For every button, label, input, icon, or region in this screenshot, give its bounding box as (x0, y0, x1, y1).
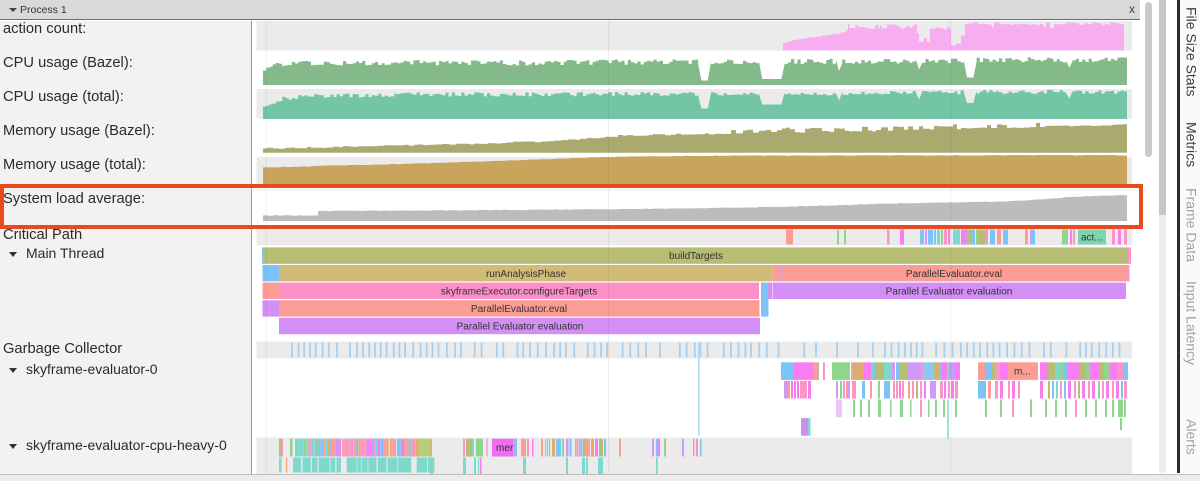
svg-text:ParallelEvaluator.eval: ParallelEvaluator.eval (906, 269, 1002, 280)
svg-text:mer: mer (496, 443, 514, 454)
svg-text:skyframeExecutor.configureTarg: skyframeExecutor.configureTargets (441, 286, 597, 297)
svg-text:ParallelEvaluator.eval: ParallelEvaluator.eval (471, 304, 567, 315)
svg-text:buildTargets: buildTargets (669, 251, 723, 262)
svg-text:Parallel Evaluator evaluation: Parallel Evaluator evaluation (457, 322, 584, 333)
svg-text:Parallel Evaluator evaluation: Parallel Evaluator evaluation (886, 286, 1013, 297)
svg-text:m...: m... (1014, 367, 1031, 378)
svg-text:act...: act... (1081, 233, 1103, 244)
svg-text:runAnalysisPhase: runAnalysisPhase (486, 269, 566, 280)
